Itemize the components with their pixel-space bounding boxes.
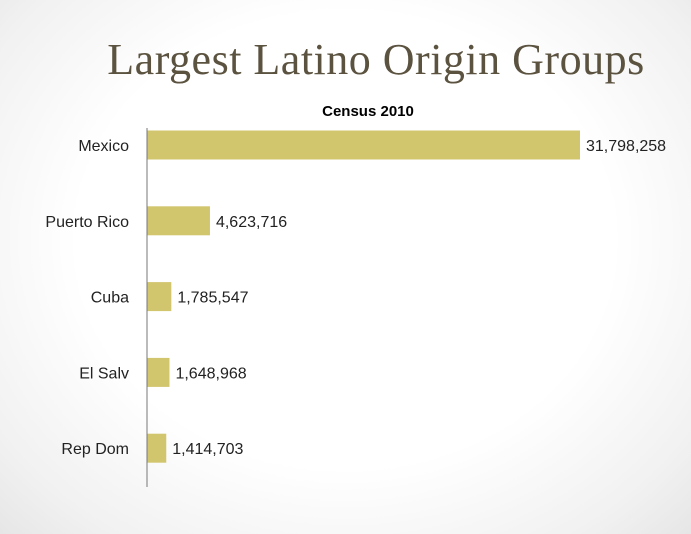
category-label: Mexico	[78, 138, 129, 155]
slide-title: Largest Latino Origin Groups	[107, 35, 645, 84]
category-label: Puerto Rico	[45, 214, 129, 231]
bars-group: Mexico 31,798,258 Puerto Rico 4,623,716 Cuba…	[45, 130, 666, 463]
category-label: El Salv	[79, 365, 129, 382]
bar-mexico	[147, 130, 580, 160]
bar-cuba	[147, 282, 172, 312]
bar-puerto-rico	[147, 206, 210, 236]
data-label: 1,648,968	[175, 365, 246, 382]
chart-title: Census 2010	[322, 103, 414, 120]
data-label: 4,623,716	[216, 214, 287, 231]
data-label: 1,414,703	[172, 441, 243, 458]
data-label: 1,785,547	[177, 290, 248, 307]
category-label: Cuba	[91, 290, 129, 307]
bar-rep-dom	[147, 433, 167, 463]
data-label: 31,798,258	[586, 138, 666, 155]
bar-el-salv	[147, 357, 170, 387]
category-label: Rep Dom	[61, 441, 129, 458]
